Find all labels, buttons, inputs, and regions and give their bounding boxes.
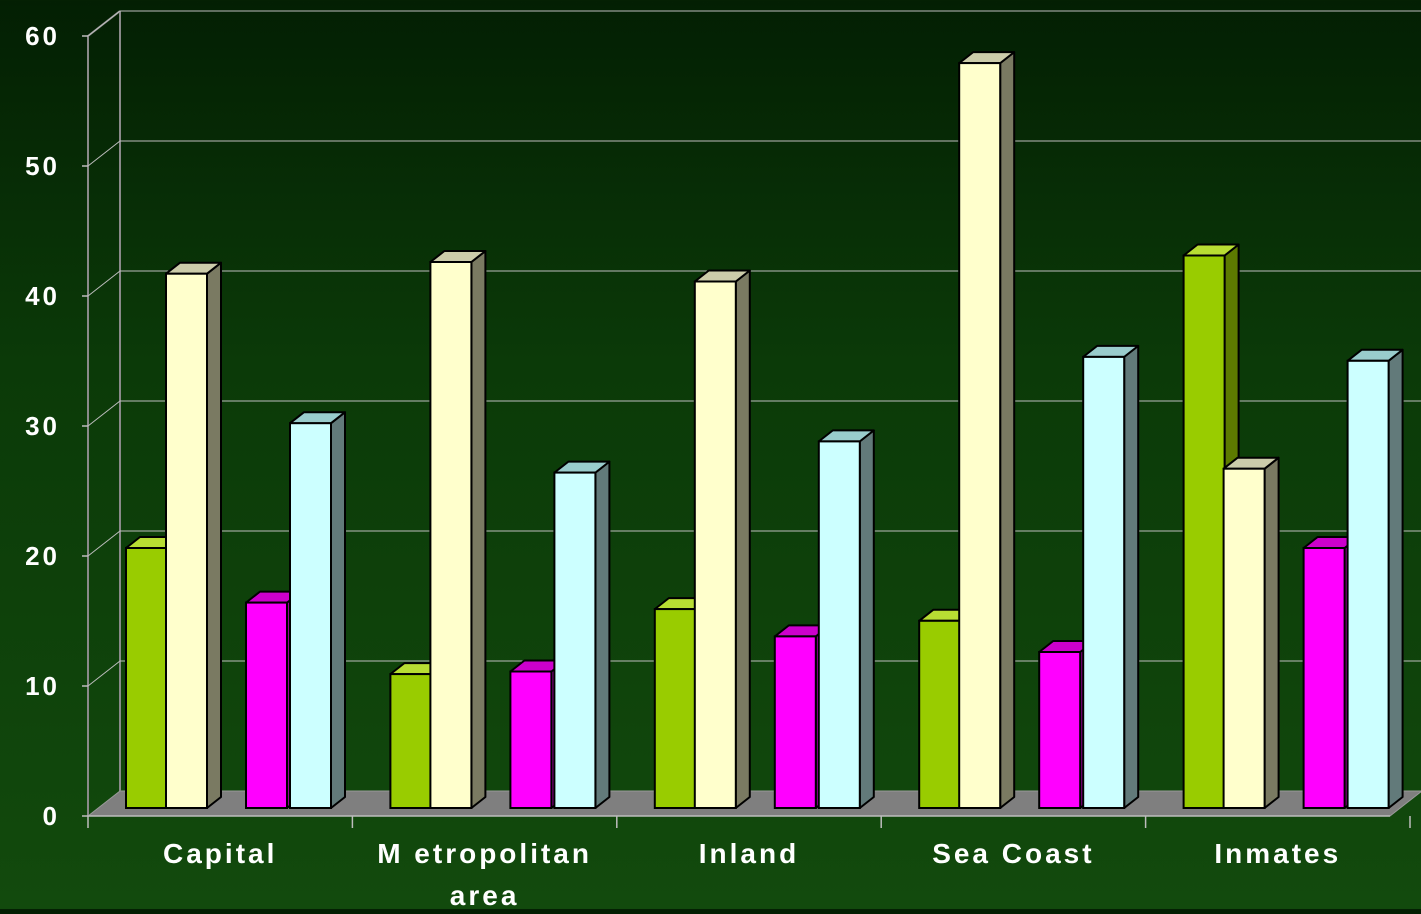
- bar-front: [773, 635, 817, 810]
- bar-front: [245, 601, 288, 809]
- x-tick-label: Sea Coast: [932, 838, 1094, 869]
- bar-front: [1038, 651, 1082, 809]
- bar: [958, 51, 1016, 810]
- bar-front: [817, 440, 861, 809]
- y-tick-label: 60: [25, 21, 60, 51]
- gridline-diagonal: [87, 270, 121, 297]
- bar-side: [206, 261, 222, 809]
- bar-side: [470, 250, 487, 809]
- y-tick-label: 50: [25, 151, 60, 181]
- bar-front: [553, 471, 597, 809]
- bar: [553, 460, 611, 809]
- x-tick-label: Inland: [699, 838, 799, 869]
- x-tick-label: area: [450, 880, 520, 909]
- bar-front: [693, 280, 737, 809]
- bar-side: [1387, 348, 1404, 809]
- x-tick-label: M etropolitan: [377, 838, 592, 869]
- bar-front: [125, 547, 168, 809]
- bar-side: [734, 269, 751, 809]
- bar-side: [1263, 456, 1280, 809]
- bar: [817, 429, 875, 809]
- y-tick-label: 40: [25, 281, 60, 311]
- bar-side: [858, 429, 875, 809]
- bars: [125, 51, 1404, 810]
- bar: [165, 261, 222, 809]
- gridline-diagonal: [87, 400, 121, 427]
- x-tick-label: Inmates: [1214, 838, 1341, 869]
- bar: [429, 250, 487, 809]
- bar-front: [1182, 254, 1226, 809]
- bar-side: [999, 51, 1016, 809]
- y-tick-label: 10: [25, 671, 60, 701]
- gridline-diagonal: [87, 140, 121, 167]
- bar-front: [653, 608, 697, 809]
- bar-front: [958, 62, 1002, 810]
- bar-front: [509, 670, 553, 809]
- bar-side: [330, 411, 346, 809]
- bar-front: [1346, 359, 1390, 809]
- bar-front: [289, 422, 332, 809]
- bar-front: [1302, 547, 1346, 809]
- y-tick-label: 20: [25, 541, 60, 571]
- bar: [1346, 348, 1404, 809]
- bar-front: [918, 619, 962, 809]
- y-tick-label: 0: [43, 801, 60, 831]
- y-tick-label: 30: [25, 411, 60, 441]
- bar: [1222, 456, 1280, 809]
- bar-side: [1123, 344, 1140, 809]
- y-tick-labels: 0 10 20 30 40 50 60: [25, 21, 88, 831]
- gridline-diagonal: [87, 10, 121, 37]
- bar-front: [1222, 467, 1266, 809]
- x-tick-label: Capital: [163, 838, 277, 869]
- bar: [1082, 344, 1140, 809]
- gridline-diagonal: [87, 530, 121, 557]
- bar-front: [1082, 355, 1126, 809]
- bar: [693, 269, 751, 809]
- x-axis: Capital M etropolitan area Inland Sea Coast I…: [87, 815, 1411, 911]
- bar-front: [165, 272, 208, 809]
- bar-front: [429, 261, 473, 809]
- bar: [289, 411, 346, 809]
- gridline-diagonal: [87, 660, 121, 687]
- bar-front: [389, 673, 433, 809]
- bar-side: [594, 460, 611, 809]
